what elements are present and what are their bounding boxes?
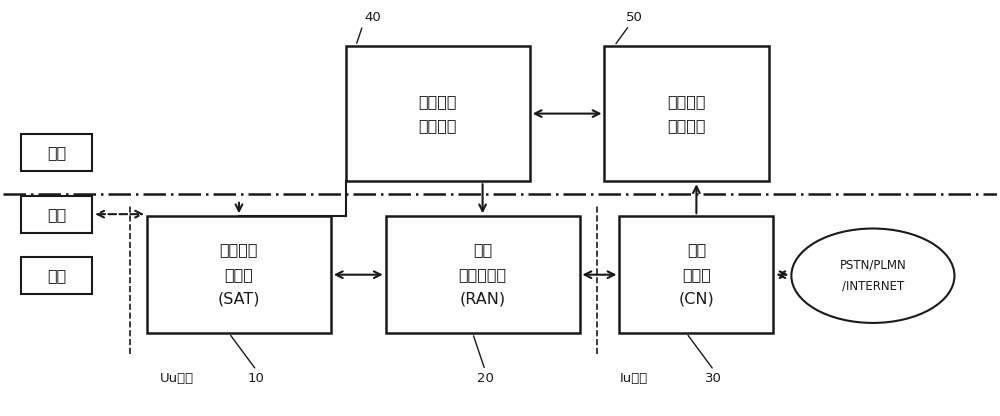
Text: 50: 50 [626,11,643,24]
Bar [21,134,92,171]
Text: 终端: 终端 [47,207,66,222]
Text: /INTERNET: /INTERNET [842,280,904,292]
Bar [147,216,331,333]
Text: 无线接入网: 无线接入网 [459,267,507,282]
Text: (RAN): (RAN) [460,292,506,307]
Text: 管控中心: 管控中心 [419,119,457,134]
Text: (CN): (CN) [679,292,714,307]
Bar [604,46,769,181]
Bar [21,257,92,294]
Text: PSTN/PLMN: PSTN/PLMN [840,259,906,272]
Bar [21,196,92,233]
Text: 地面: 地面 [473,243,492,258]
Text: 终端: 终端 [47,145,66,160]
Text: 卫星星上: 卫星星上 [220,243,258,258]
Text: 终端: 终端 [47,268,66,283]
Text: 10: 10 [248,372,265,385]
Text: 30: 30 [705,372,722,385]
Text: 核心网: 核心网 [682,267,711,282]
Bar [619,216,773,333]
Bar [346,46,530,181]
Text: 星上交换: 星上交换 [667,94,706,109]
Text: 处理器: 处理器 [225,267,253,282]
Ellipse shape [791,228,954,323]
Text: 40: 40 [364,11,381,24]
Text: 20: 20 [477,372,494,385]
Text: 协调中心: 协调中心 [667,119,706,134]
Text: 地面: 地面 [687,243,706,258]
Text: Iu接口: Iu接口 [620,372,648,385]
Text: (SAT): (SAT) [218,292,260,307]
Text: Uu接口: Uu接口 [160,372,194,385]
Bar [386,216,580,333]
Text: 星上交换: 星上交换 [419,94,457,109]
